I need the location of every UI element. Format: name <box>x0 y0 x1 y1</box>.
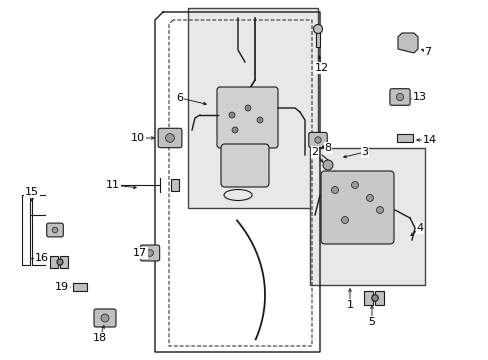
Text: 4: 4 <box>416 223 423 233</box>
Text: 7: 7 <box>424 47 431 57</box>
Bar <box>60 256 68 268</box>
Text: 13: 13 <box>412 92 426 102</box>
FancyBboxPatch shape <box>308 132 326 148</box>
Text: 16: 16 <box>35 253 49 263</box>
Circle shape <box>323 160 332 170</box>
Circle shape <box>331 186 338 194</box>
Polygon shape <box>73 283 87 291</box>
Text: 18: 18 <box>93 333 107 343</box>
Circle shape <box>165 134 174 143</box>
Circle shape <box>101 314 109 322</box>
Text: 1: 1 <box>346 300 353 310</box>
Text: 10: 10 <box>131 133 145 143</box>
Circle shape <box>351 181 358 189</box>
Bar <box>374 291 383 305</box>
FancyBboxPatch shape <box>389 89 409 105</box>
Bar <box>171 179 179 192</box>
Circle shape <box>146 249 153 256</box>
FancyBboxPatch shape <box>94 309 116 327</box>
Circle shape <box>313 24 322 33</box>
Bar <box>50 256 58 268</box>
Circle shape <box>396 93 403 100</box>
Circle shape <box>257 117 263 123</box>
Text: 2: 2 <box>311 147 318 157</box>
Text: 14: 14 <box>422 135 436 145</box>
Text: 6: 6 <box>176 93 183 103</box>
Circle shape <box>228 112 235 118</box>
Text: 12: 12 <box>314 63 328 73</box>
FancyBboxPatch shape <box>320 171 393 244</box>
Text: 3: 3 <box>361 147 368 157</box>
FancyBboxPatch shape <box>217 87 278 148</box>
Bar <box>316 29 319 47</box>
Circle shape <box>341 216 348 224</box>
Text: 11: 11 <box>106 180 120 190</box>
Bar <box>22 195 30 265</box>
Circle shape <box>314 137 321 143</box>
Text: 19: 19 <box>55 282 69 292</box>
Circle shape <box>366 194 373 202</box>
Bar <box>187 8 317 208</box>
Circle shape <box>231 127 238 133</box>
Circle shape <box>371 295 378 301</box>
Circle shape <box>57 259 63 265</box>
Text: 15: 15 <box>25 187 39 197</box>
Circle shape <box>244 105 250 111</box>
Polygon shape <box>396 134 412 142</box>
Bar <box>363 291 372 305</box>
Text: 17: 17 <box>133 248 147 258</box>
FancyBboxPatch shape <box>140 245 159 261</box>
Text: 5: 5 <box>368 317 375 327</box>
FancyBboxPatch shape <box>47 223 63 237</box>
Polygon shape <box>397 33 417 53</box>
Circle shape <box>52 227 58 233</box>
FancyBboxPatch shape <box>158 128 182 148</box>
Circle shape <box>376 207 383 213</box>
Bar <box>309 148 424 285</box>
Text: 8: 8 <box>324 143 331 153</box>
FancyBboxPatch shape <box>221 144 268 187</box>
